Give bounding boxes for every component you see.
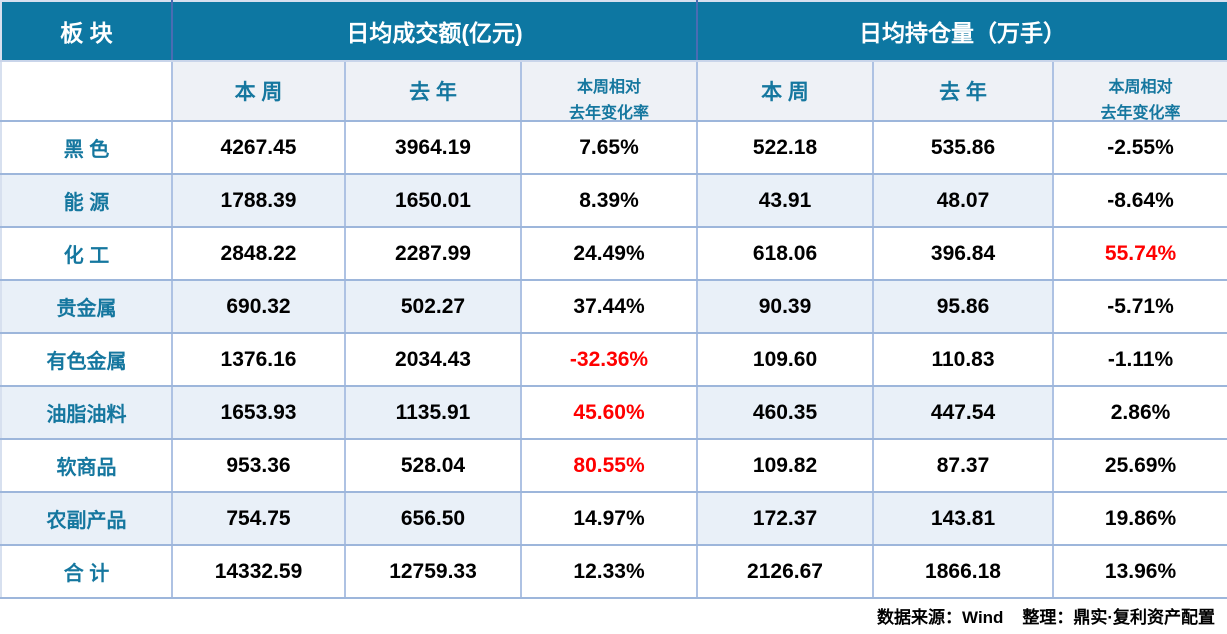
change-header-line2: 去年变化率 xyxy=(1100,105,1181,120)
turnover-lastyear-cell: 1650.01 xyxy=(345,174,522,228)
turnover-week-cell: 953.36 xyxy=(172,439,346,493)
sector-cell: 贵金属 xyxy=(1,280,173,334)
sector-cell: 农副产品 xyxy=(1,492,173,546)
table-row: 油脂油料 1653.93 1135.91 45.60% 460.35 447.5… xyxy=(1,386,1227,440)
turnover-change-header: 本周相对 去年变化率 xyxy=(521,61,699,122)
oi-week-cell: 2126.67 xyxy=(697,545,875,599)
sector-cell: 合 计 xyxy=(1,545,173,599)
turnover-week-cell: 4267.45 xyxy=(172,121,346,175)
turnover-lastyear-cell: 656.50 xyxy=(345,492,522,546)
oi-week-cell: 90.39 xyxy=(697,280,875,334)
sector-cell: 化 工 xyxy=(1,227,173,281)
oi-change-header: 本周相对 去年变化率 xyxy=(1053,61,1227,122)
sector-cell: 黑 色 xyxy=(1,121,173,175)
oi-lastyear-cell: 447.54 xyxy=(873,386,1055,440)
oi-change-cell: 13.96% xyxy=(1053,545,1227,599)
turnover-lastyear-cell: 502.27 xyxy=(345,280,522,334)
turnover-week-cell: 690.32 xyxy=(172,280,346,334)
turnover-week-cell: 2848.22 xyxy=(172,227,346,281)
table-row: 合 计 14332.59 12759.33 12.33% 2126.67 186… xyxy=(1,545,1227,599)
turnover-lastyear-header: 去 年 xyxy=(345,61,522,122)
turnover-change-cell: 12.33% xyxy=(521,545,699,599)
turnover-week-cell: 754.75 xyxy=(172,492,346,546)
oi-lastyear-cell: 48.07 xyxy=(873,174,1055,228)
table-header: 板 块 日均成交额(亿元) 日均持仓量（万手） 本 周 去 年 本周相对 去年变… xyxy=(1,1,1227,122)
turnover-week-cell: 14332.59 xyxy=(172,545,346,599)
table-row: 农副产品 754.75 656.50 14.97% 172.37 143.81 … xyxy=(1,492,1227,546)
oi-week-cell: 109.60 xyxy=(697,333,875,387)
oi-change-cell: -1.11% xyxy=(1053,333,1227,387)
turnover-lastyear-cell: 12759.33 xyxy=(345,545,522,599)
turnover-change-cell: 45.60% xyxy=(521,386,699,440)
oi-week-cell: 522.18 xyxy=(697,121,875,175)
oi-lastyear-cell: 535.86 xyxy=(873,121,1055,175)
sub-header-row: 本 周 去 年 本周相对 去年变化率 本 周 去 年 本周相对 去年变化率 xyxy=(1,61,1227,122)
oi-change-cell: -5.71% xyxy=(1053,280,1227,334)
turnover-lastyear-cell: 3964.19 xyxy=(345,121,522,175)
table-row: 化 工 2848.22 2287.99 24.49% 618.06 396.84… xyxy=(1,227,1227,281)
table-row: 软商品 953.36 528.04 80.55% 109.82 87.37 25… xyxy=(1,439,1227,493)
oi-lastyear-cell: 110.83 xyxy=(873,333,1055,387)
oi-week-cell: 172.37 xyxy=(697,492,875,546)
sector-cell: 有色金属 xyxy=(1,333,173,387)
blank-header-cell xyxy=(1,61,173,122)
oi-change-cell: 25.69% xyxy=(1053,439,1227,493)
turnover-week-cell: 1653.93 xyxy=(172,386,346,440)
oi-change-cell: 19.86% xyxy=(1053,492,1227,546)
oi-week-cell: 618.06 xyxy=(697,227,875,281)
table-body: 黑 色 4267.45 3964.19 7.65% 522.18 535.86 … xyxy=(1,121,1227,599)
oi-change-cell: 2.86% xyxy=(1053,386,1227,440)
oi-week-cell: 460.35 xyxy=(697,386,875,440)
oi-change-cell: 55.74% xyxy=(1053,227,1227,281)
sector-cell: 能 源 xyxy=(1,174,173,228)
turnover-week-header: 本 周 xyxy=(172,61,346,122)
sector-cell: 油脂油料 xyxy=(1,386,173,440)
oi-lastyear-header: 去 年 xyxy=(873,61,1055,122)
turnover-lastyear-cell: 2287.99 xyxy=(345,227,522,281)
table-row: 能 源 1788.39 1650.01 8.39% 43.91 48.07 -8… xyxy=(1,174,1227,228)
turnover-change-cell: -32.36% xyxy=(521,333,699,387)
oi-week-header: 本 周 xyxy=(697,61,875,122)
oi-lastyear-cell: 396.84 xyxy=(873,227,1055,281)
turnover-change-cell: 7.65% xyxy=(521,121,699,175)
sector-cell: 软商品 xyxy=(1,439,173,493)
oi-week-cell: 43.91 xyxy=(697,174,875,228)
sector-column-header: 板 块 xyxy=(1,1,173,62)
oi-lastyear-cell: 143.81 xyxy=(873,492,1055,546)
oi-lastyear-cell: 1866.18 xyxy=(873,545,1055,599)
turnover-change-cell: 14.97% xyxy=(521,492,699,546)
table-row: 贵金属 690.32 502.27 37.44% 90.39 95.86 -5.… xyxy=(1,280,1227,334)
turnover-week-cell: 1376.16 xyxy=(172,333,346,387)
change-header-line1: 本周相对 xyxy=(1108,79,1173,96)
table-row: 有色金属 1376.16 2034.43 -32.36% 109.60 110.… xyxy=(1,333,1227,387)
turnover-lastyear-cell: 2034.43 xyxy=(345,333,522,387)
oi-lastyear-cell: 87.37 xyxy=(873,439,1055,493)
open-interest-group-header: 日均持仓量（万手） xyxy=(697,1,1227,62)
futures-summary-table: 板 块 日均成交额(亿元) 日均持仓量（万手） 本 周 去 年 本周相对 去年变… xyxy=(0,0,1227,599)
table-row: 黑 色 4267.45 3964.19 7.65% 522.18 535.86 … xyxy=(1,121,1227,175)
oi-week-cell: 109.82 xyxy=(697,439,875,493)
group-header-row: 板 块 日均成交额(亿元) 日均持仓量（万手） xyxy=(1,1,1227,62)
change-header-line2: 去年变化率 xyxy=(569,105,650,120)
oi-lastyear-cell: 95.86 xyxy=(873,280,1055,334)
turnover-change-cell: 24.49% xyxy=(521,227,699,281)
oi-change-cell: -8.64% xyxy=(1053,174,1227,228)
turnover-change-cell: 37.44% xyxy=(521,280,699,334)
source-note: 数据来源：Wind 整理：鼎实·复利资产配置 xyxy=(877,607,1215,627)
turnover-change-cell: 80.55% xyxy=(521,439,699,493)
turnover-change-cell: 8.39% xyxy=(521,174,699,228)
oi-change-cell: -2.55% xyxy=(1053,121,1227,175)
turnover-group-header: 日均成交额(亿元) xyxy=(172,1,699,62)
turnover-lastyear-cell: 1135.91 xyxy=(345,386,522,440)
turnover-week-cell: 1788.39 xyxy=(172,174,346,228)
change-header-line1: 本周相对 xyxy=(577,79,642,96)
turnover-lastyear-cell: 528.04 xyxy=(345,439,522,493)
